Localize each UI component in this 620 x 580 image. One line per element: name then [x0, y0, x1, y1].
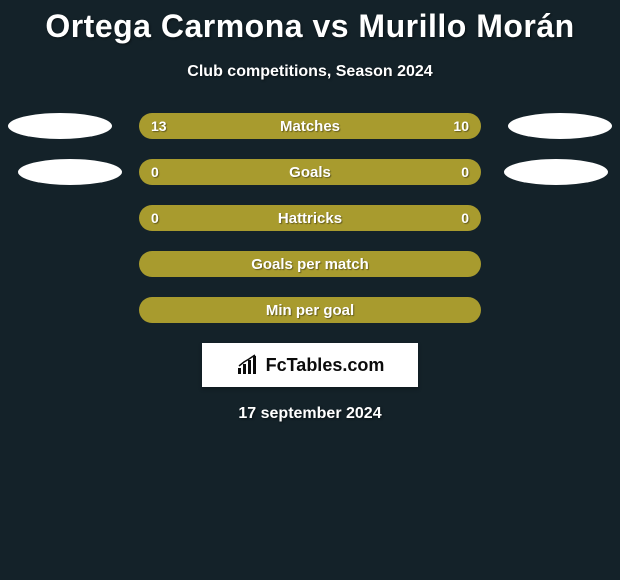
stats-row: 0 Hattricks 0 — [0, 205, 620, 231]
page-subtitle: Club competitions, Season 2024 — [0, 63, 620, 81]
page-title: Ortega Carmona vs Murillo Morán — [0, 0, 620, 45]
left-badge-oval — [8, 113, 112, 139]
stats-row: 0 Goals 0 — [0, 159, 620, 185]
brand-badge[interactable]: FcTables.com — [202, 343, 418, 387]
left-badge-oval — [18, 159, 122, 185]
brand-text: FcTables.com — [266, 355, 385, 376]
chart-bars-icon — [236, 354, 262, 376]
stat-left-value: 13 — [151, 118, 167, 134]
stat-label: Matches — [280, 118, 340, 135]
stat-bar-hattricks: 0 Hattricks 0 — [139, 205, 481, 231]
stat-label: Goals — [289, 164, 331, 181]
stat-left-value: 0 — [151, 210, 159, 226]
stats-row: 13 Matches 10 — [0, 113, 620, 139]
stat-right-value: 10 — [453, 118, 469, 134]
stats-container: 13 Matches 10 0 Goals 0 0 Hattricks 0 Go… — [0, 113, 620, 323]
stat-bar-goals: 0 Goals 0 — [139, 159, 481, 185]
stat-bar-matches: 13 Matches 10 — [139, 113, 481, 139]
stats-row: Min per goal — [0, 297, 620, 323]
stat-right-value: 0 — [461, 164, 469, 180]
right-badge-oval — [504, 159, 608, 185]
stat-right-value: 0 — [461, 210, 469, 226]
right-badge-oval — [508, 113, 612, 139]
date-label: 17 september 2024 — [0, 405, 620, 423]
stat-bar-min-per-goal: Min per goal — [139, 297, 481, 323]
stat-left-value: 0 — [151, 164, 159, 180]
stat-label: Hattricks — [278, 210, 342, 227]
stat-label: Min per goal — [266, 302, 354, 319]
stats-row: Goals per match — [0, 251, 620, 277]
stat-label: Goals per match — [251, 256, 369, 273]
stat-bar-goals-per-match: Goals per match — [139, 251, 481, 277]
